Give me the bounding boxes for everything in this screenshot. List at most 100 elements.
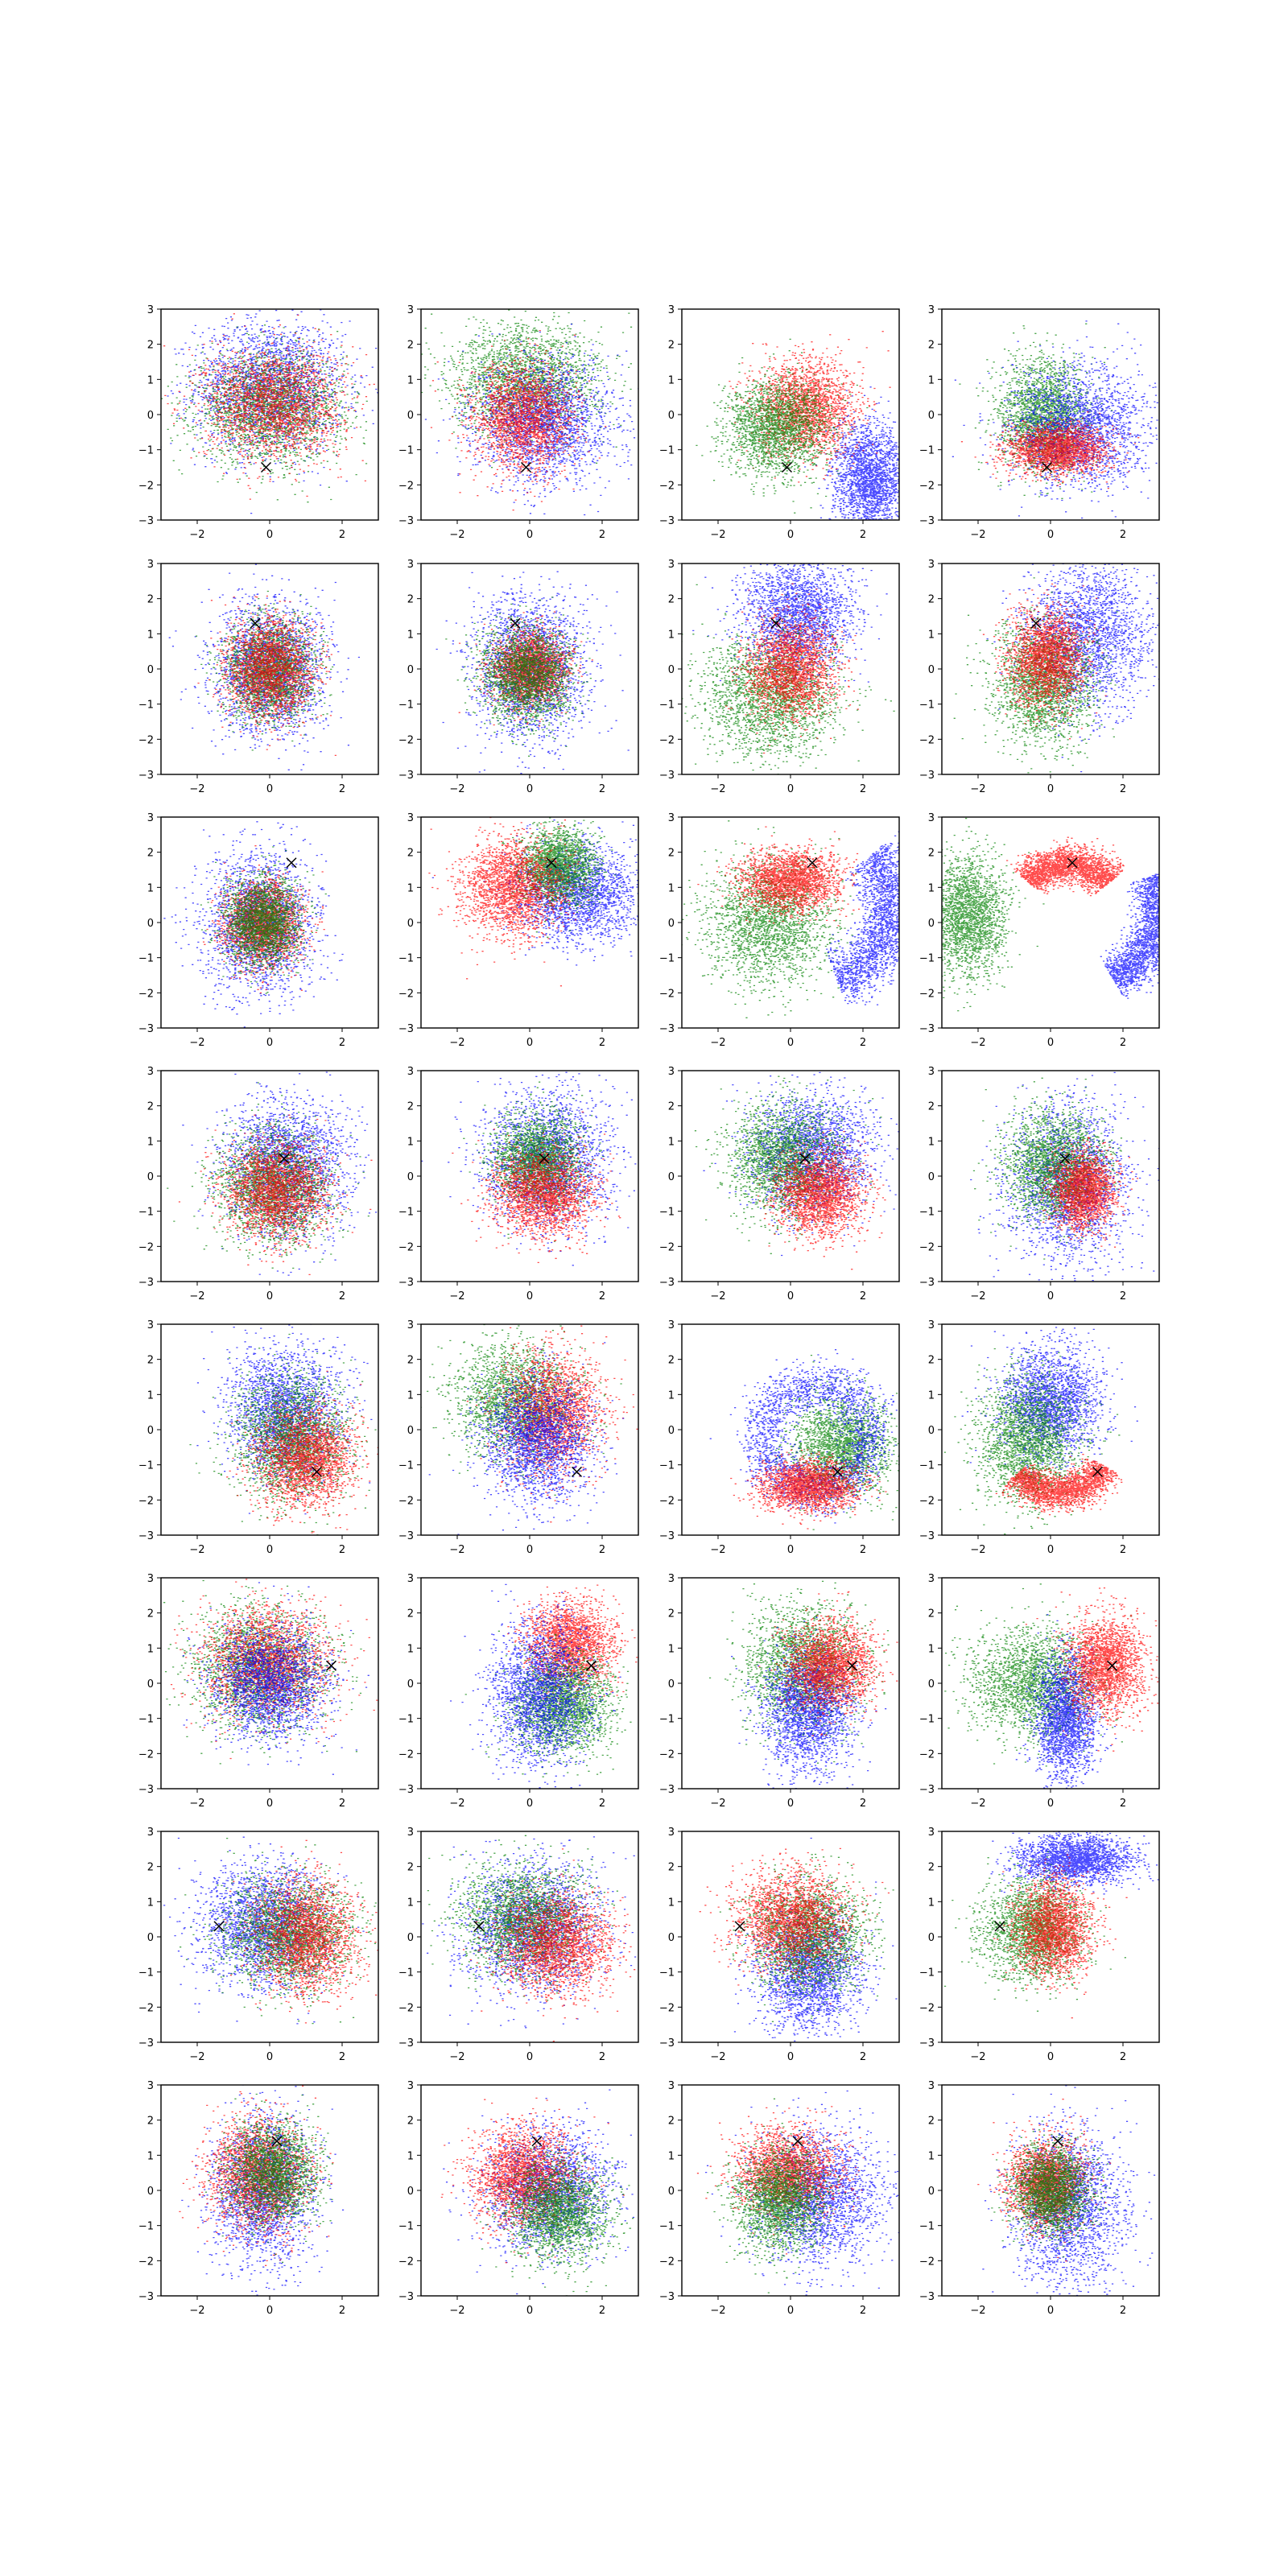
y-tick-label: −1 [398,1967,414,1979]
y-tick-label: 3 [407,1827,414,1839]
y-tick-label: 0 [668,918,675,930]
x-tick-label: 2 [339,1037,345,1049]
y-tick-label: 1 [928,2150,935,2162]
y-tick-label: −3 [659,1530,675,1542]
y-tick-label: 1 [668,1643,675,1655]
x-tick-label: 0 [266,783,273,795]
y-tick-label: 3 [147,1827,154,1839]
y-tick-label: −1 [659,1714,675,1726]
y-tick-label: 0 [668,410,675,422]
x-tick-label: 0 [1047,783,1054,795]
x-tick-label: −2 [189,1798,204,1810]
x-tick-label: 0 [526,2051,533,2063]
x-tick-label: 0 [1047,1544,1054,1556]
y-tick-label: 1 [668,1897,675,1909]
x-tick-label: 2 [1120,1798,1126,1810]
y-tick-label: 3 [147,304,154,316]
y-tick-label: −1 [659,2221,675,2233]
x-tick-label: −2 [970,783,985,795]
x-tick-label: 0 [787,529,794,541]
y-tick-label: 2 [928,1862,935,1874]
y-tick-label: −3 [659,1023,675,1035]
y-tick-label: 1 [407,374,414,386]
y-tick-label: 3 [668,812,675,824]
y-tick-label: 0 [928,664,935,676]
y-tick-label: −1 [919,445,935,457]
y-tick-label: −2 [919,1241,935,1253]
y-tick-label: −2 [138,2002,154,2014]
x-tick-label: −2 [970,1290,985,1302]
y-tick-label: 2 [407,340,414,352]
y-tick-label: −1 [659,1967,675,1979]
x-tick-label: 0 [266,1290,273,1302]
y-tick-label: 1 [668,1389,675,1402]
x-tick-label: −2 [970,2305,985,2317]
x-tick-label: 2 [860,1798,866,1810]
y-tick-label: 3 [928,1066,935,1078]
y-tick-label: −3 [138,1784,154,1796]
y-tick-label: 1 [407,2150,414,2162]
x-tick-label: 0 [1047,1037,1054,1049]
y-tick-label: 2 [668,1608,675,1620]
y-tick-label: 2 [668,1101,675,1113]
x-tick-label: −2 [710,1290,725,1302]
y-tick-label: 3 [407,559,414,571]
y-tick-label: 1 [928,1136,935,1148]
y-tick-label: −1 [138,953,154,965]
y-tick-label: −3 [659,1277,675,1289]
y-tick-label: −1 [659,953,675,965]
y-tick-label: −2 [398,2256,414,2268]
x-tick-label: 0 [1047,1798,1054,1810]
y-tick-label: −3 [659,770,675,782]
x-tick-label: 2 [860,1544,866,1556]
x-tick-label: 2 [339,1798,345,1810]
y-tick-label: 1 [147,1643,154,1655]
y-tick-label: 3 [407,1319,414,1331]
y-tick-label: −1 [398,445,414,457]
y-tick-label: −2 [398,480,414,492]
y-tick-label: 1 [407,1643,414,1655]
y-tick-label: −1 [659,700,675,712]
y-tick-label: 1 [147,1389,154,1402]
x-tick-label: 0 [526,783,533,795]
y-tick-label: 3 [928,1573,935,1585]
x-tick-label: −2 [449,783,464,795]
y-tick-label: −1 [398,1714,414,1726]
y-tick-label: 3 [928,1827,935,1839]
y-tick-label: −2 [138,734,154,746]
y-tick-label: 1 [668,374,675,386]
x-tick-label: −2 [710,2051,725,2063]
y-tick-label: 1 [147,1897,154,1909]
y-tick-label: 3 [147,2080,154,2092]
y-tick-label: 2 [147,1355,154,1367]
y-tick-label: −3 [919,2037,935,2050]
y-tick-label: 2 [407,594,414,606]
y-tick-label: 0 [668,1425,675,1437]
y-tick-label: 2 [407,1355,414,1367]
y-tick-label: −2 [138,1495,154,1507]
y-tick-label: 2 [928,1608,935,1620]
x-tick-label: 0 [526,1290,533,1302]
x-tick-label: 0 [787,1290,794,1302]
x-tick-label: 2 [1120,783,1126,795]
y-tick-label: −2 [919,988,935,1000]
y-tick-label: −2 [398,2002,414,2014]
y-tick-label: 2 [407,2116,414,2128]
y-tick-label: −1 [398,953,414,965]
y-tick-label: −1 [659,1460,675,1472]
x-tick-label: 0 [787,2051,794,2063]
y-tick-label: −3 [398,2291,414,2303]
y-tick-label: 3 [147,559,154,571]
y-tick-label: −1 [919,1460,935,1472]
x-tick-label: 0 [266,1798,273,1810]
y-tick-label: −1 [138,1714,154,1726]
y-tick-label: −3 [398,770,414,782]
y-tick-label: 3 [668,1066,675,1078]
y-tick-label: −3 [919,2291,935,2303]
y-tick-label: 3 [147,1573,154,1585]
y-tick-label: 3 [928,1319,935,1331]
y-tick-label: 2 [407,848,414,860]
x-tick-label: 2 [599,2305,605,2317]
y-tick-label: 3 [668,1827,675,1839]
x-tick-label: 0 [526,1037,533,1049]
